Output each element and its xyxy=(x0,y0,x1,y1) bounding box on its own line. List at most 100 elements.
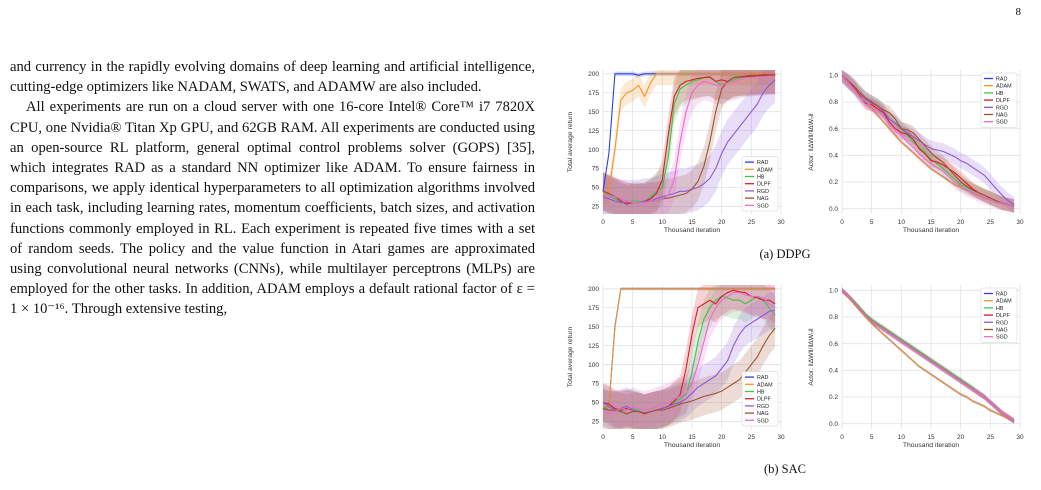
ddpg-actor-chart: 0 5 10 15 20 25 30 0.0 0.2 0.4 0.6 0.8 1.0 Thousand i… xyxy=(802,62,1030,244)
y-tick-label-25: 25 xyxy=(592,204,600,211)
series-line-hb xyxy=(602,295,776,415)
band-nag xyxy=(603,309,776,429)
x-tick-label-5: 5 xyxy=(870,219,874,226)
legend-label-rad: RAD xyxy=(757,160,768,166)
x-tick-label-20: 20 xyxy=(718,219,726,226)
series-lines xyxy=(841,289,1015,422)
sac-actor-plot: 0 5 10 15 20 25 30 0.0 0.2 0.4 0.6 0.8 1.0 Thousand i… xyxy=(808,285,1024,449)
legend-box xyxy=(741,371,779,427)
band-nag xyxy=(842,70,1015,213)
band-nag xyxy=(842,287,1015,424)
legend-label-rgd: RGD xyxy=(757,404,769,410)
legend-label-nag: NAG xyxy=(757,411,769,417)
band-hb xyxy=(842,70,1015,213)
x-tick-label-15: 15 xyxy=(927,219,935,226)
x-tick-label-25: 25 xyxy=(987,434,995,441)
band-rgd xyxy=(842,287,1015,424)
y-tick-label-100: 100 xyxy=(588,362,599,369)
band-sgd xyxy=(603,70,776,214)
legend-label-sgd: SGD xyxy=(996,335,1008,341)
legend-label-dlpf: DLPF xyxy=(996,313,1010,319)
x-tick-label-15: 15 xyxy=(688,434,696,441)
x-tick-label-5: 5 xyxy=(631,219,635,226)
legend-label-hb: HB xyxy=(757,175,765,181)
legend-label-rad: RAD xyxy=(996,292,1007,298)
confidence-bands xyxy=(603,70,776,214)
sac-return-chart: 0 5 10 15 20 25 30 25 50 75 100 125 150 175 200 Thousan… xyxy=(563,277,791,459)
legend-label-adam: ADAM xyxy=(996,84,1012,90)
band-rgd xyxy=(842,70,1015,213)
y-tick-label-100: 100 xyxy=(588,147,599,154)
series-line-adam xyxy=(841,289,1015,422)
paragraph-1: and currency in the rapidly evolving dom… xyxy=(10,59,535,96)
legend-label-nag: NAG xyxy=(996,113,1008,119)
x-tick-label-0: 0 xyxy=(601,219,605,226)
series-line-sgd xyxy=(602,292,776,415)
band-dlpf xyxy=(842,287,1015,424)
caption-ddpg: (a) DDPG xyxy=(759,247,811,261)
page-number: 8 xyxy=(1015,6,1022,18)
y-tick-label-75: 75 xyxy=(592,381,600,388)
x-tick-label-25: 25 xyxy=(748,219,756,226)
x-tick-label-30: 30 xyxy=(777,434,785,441)
y-axis-label: Total average return xyxy=(567,112,574,173)
band-nag xyxy=(603,70,776,214)
y-tick-label-1: 1.0 xyxy=(829,288,838,295)
confidence-bands xyxy=(842,70,1015,213)
legend-label-adam: ADAM xyxy=(996,299,1012,305)
sac-actor-chart: 0 5 10 15 20 25 30 0.0 0.2 0.4 0.6 0.8 1.0 Thousand i… xyxy=(802,277,1030,459)
x-tick-label-0: 0 xyxy=(840,434,844,441)
y-tick-label-0-6: 0.6 xyxy=(829,126,838,133)
x-tick-label-15: 15 xyxy=(927,434,935,441)
legend-label-nag: NAG xyxy=(996,328,1008,334)
series-lines xyxy=(602,288,776,415)
y-tick-label-0-8: 0.8 xyxy=(829,314,838,321)
legend-label-sgd: SGD xyxy=(757,203,769,209)
series-line-nag xyxy=(602,327,776,415)
legend-label-hb: HB xyxy=(996,91,1004,97)
x-tick-label-5: 5 xyxy=(870,434,874,441)
ddpg-actor-plot: 0 5 10 15 20 25 30 0.0 0.2 0.4 0.6 0.8 1.0 Thousand i… xyxy=(808,70,1024,234)
confidence-bands xyxy=(603,285,776,429)
legend-label-adam: ADAM xyxy=(757,382,773,388)
x-tick-label-10: 10 xyxy=(898,219,906,226)
series-line-sgd xyxy=(603,75,776,204)
y-tick-label-75: 75 xyxy=(592,166,600,173)
band-sgd xyxy=(842,70,1015,213)
legend-label-rad: RAD xyxy=(757,375,768,381)
series-lines xyxy=(602,73,776,205)
band-rgd xyxy=(603,291,776,429)
y-tick-label-50: 50 xyxy=(592,400,600,407)
y-tick-label-0-2: 0.2 xyxy=(829,179,838,186)
x-axis-label: Thousand iteration xyxy=(664,227,721,234)
legend-label-rgd: RGD xyxy=(757,189,769,195)
confidence-bands xyxy=(842,287,1015,424)
x-tick-label-10: 10 xyxy=(659,219,667,226)
band-hb xyxy=(842,287,1015,424)
band-hb xyxy=(603,70,776,214)
series-line-rgd xyxy=(841,74,1015,206)
y-tick-label-150: 150 xyxy=(588,109,599,116)
x-tick-label-25: 25 xyxy=(748,434,756,441)
x-axis-label: Thousand iteration xyxy=(903,227,960,234)
band-sgd xyxy=(603,285,776,429)
y-tick-label-0-8: 0.8 xyxy=(829,99,838,106)
paragraph-2: All experiments are run on a cloud serve… xyxy=(10,99,535,318)
x-tick-label-20: 20 xyxy=(957,219,965,226)
series-line-adam xyxy=(602,288,776,411)
y-tick-label-0-4: 0.4 xyxy=(829,153,838,160)
legend-label-rgd: RGD xyxy=(996,320,1008,326)
legend-label-hb: HB xyxy=(757,390,765,396)
y-tick-label-0-6: 0.6 xyxy=(829,341,838,348)
legend-label-rgd: RGD xyxy=(996,105,1008,111)
band-dlpf xyxy=(842,70,1015,213)
y-tick-label-200: 200 xyxy=(588,71,599,78)
y-axis-label: Actor: ‖ΔW‖/‖ΔW₀‖ xyxy=(808,328,815,386)
legend-label-sgd: SGD xyxy=(757,418,769,424)
x-tick-label-25: 25 xyxy=(987,219,995,226)
x-tick-label-0: 0 xyxy=(840,219,844,226)
y-tick-label-125: 125 xyxy=(588,128,599,135)
